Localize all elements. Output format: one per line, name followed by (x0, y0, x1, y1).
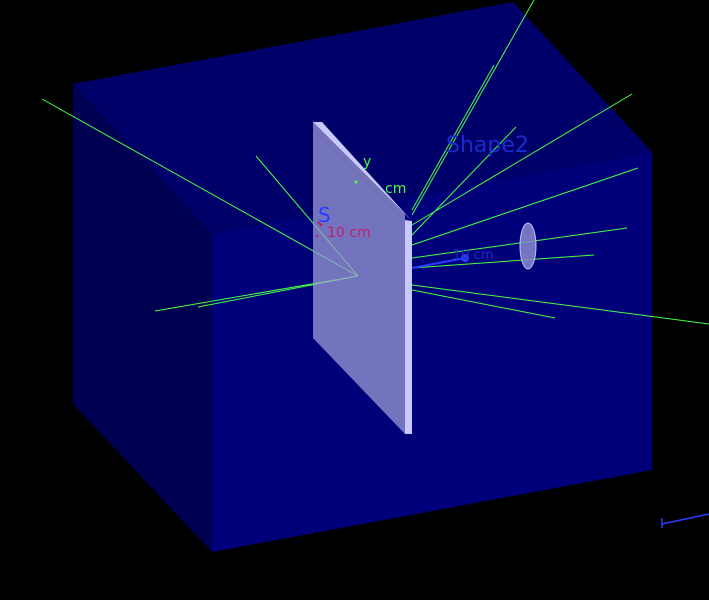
track-line (411, 284, 709, 325)
box-left-face (73, 84, 212, 552)
origin-marker (354, 180, 358, 184)
track-line (411, 0, 535, 216)
cm-label: cm (385, 181, 406, 197)
axis-indicator-line (661, 513, 709, 525)
direction-arrow (411, 254, 469, 269)
track-line (411, 126, 517, 236)
scale-tick (317, 221, 323, 227)
shape-label: Shape2 (446, 133, 529, 158)
track-line (411, 64, 495, 211)
plate-face (313, 122, 405, 434)
scale-label: 10 cm (327, 225, 371, 241)
blue-scale-label: 10 cm (453, 248, 494, 263)
plate-shape (313, 122, 412, 434)
s-label: S (318, 203, 331, 227)
plate-side-edge (405, 220, 412, 434)
track-line (411, 167, 639, 246)
detector-disk (519, 222, 537, 270)
box-top-face (73, 2, 652, 234)
arrow-shaft (411, 257, 466, 269)
particle-tracks-right (411, 0, 709, 325)
scale-point (315, 234, 319, 238)
arrow-head (461, 254, 469, 262)
track-line (411, 289, 556, 319)
y-axis-label: y (363, 154, 371, 170)
axis-indicator (661, 513, 709, 528)
track-line (411, 227, 628, 259)
plate-top-edge (313, 122, 412, 221)
track-line (411, 254, 595, 269)
track-line (411, 93, 633, 226)
track-line (41, 98, 359, 277)
